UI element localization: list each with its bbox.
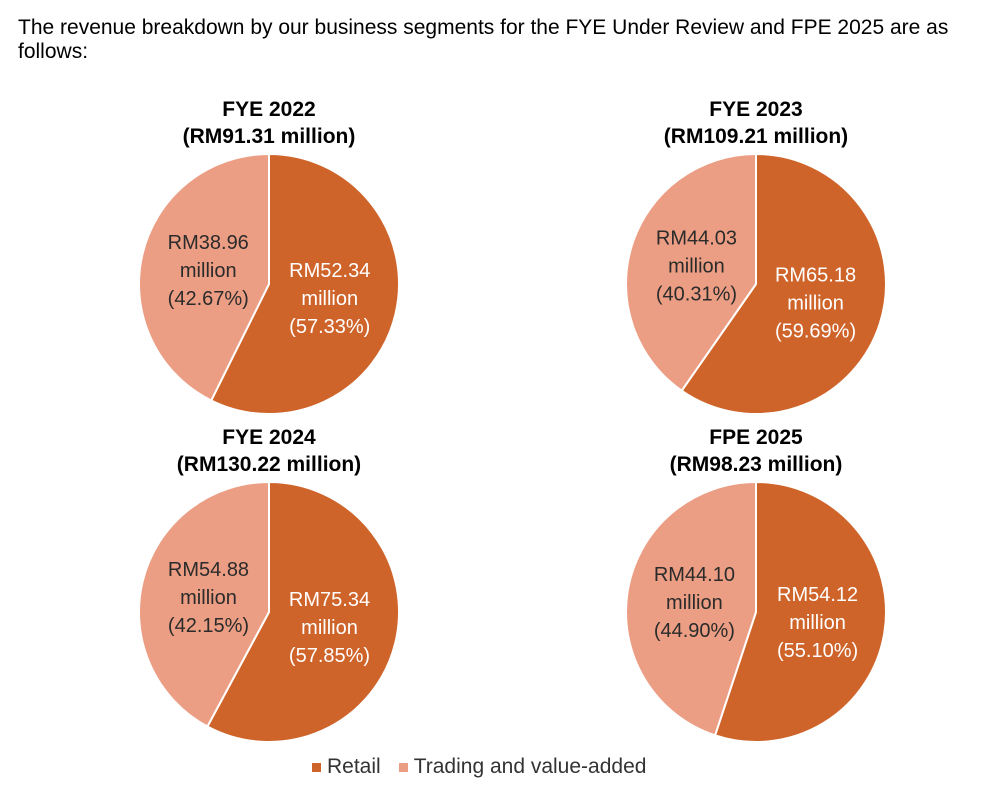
pie-slice-trading [625,482,757,737]
chart-title: FYE 2022 (RM91.31 million) [69,96,469,150]
pie-plot: RM75.34 million (57.85%) RM54.88 million (42.… [138,482,400,743]
slice-label-trading: RM38.96 million (42.67%) [168,232,249,310]
chart-title-period: FPE 2025 [709,426,803,449]
pie-slice-retail [206,482,400,743]
intro-text: The revenue breakdown by our business se… [18,16,949,63]
legend-label-trading: Trading and value-added [413,755,647,778]
chart-title-total: (RM130.22 million) [176,453,362,476]
slice-label-trading: RM44.10 million (44.90%) [654,564,735,642]
chart-title-total: (RM109.21 million) [663,125,849,148]
legend-item-trading: Trading and value-added [398,755,647,779]
pie-slice-retail [713,482,887,743]
legend-item-retail: Retail [312,755,381,779]
pie-slice-trading [138,482,270,728]
pie-chart-fye-2022: FYE 2022 (RM91.31 million) RM52.34 millio… [69,96,469,416]
pie-slice-trading [625,154,757,393]
slice-label-retail: RM52.34 million (57.33%) [289,260,370,338]
chart-title-period: FYE 2023 [709,98,803,121]
chart-title-period: FYE 2024 [222,426,316,449]
slice-label-trading: RM54.88 million (42.15%) [168,559,249,637]
legend-swatch-retail [312,762,321,772]
pie-plot: RM65.18 million (59.69%) RM44.03 million (40.… [625,154,887,415]
pie-plot: RM52.34 million (57.33%) RM38.96 million (42.… [138,154,400,415]
legend-swatch-trading [398,762,408,772]
pie-slice-trading [138,154,270,402]
slice-label-retail: RM65.18 million (59.69%) [775,265,856,343]
pie-slice-retail [680,154,887,415]
chart-legend: Retail Trading and value-added [312,752,664,782]
pie-chart-fye-2024: FYE 2024 (RM130.22 million) RM75.34 milli… [69,424,469,744]
pie-chart-fye-2023: FYE 2023 (RM109.21 million) RM65.18 milli… [556,96,956,416]
pie-chart-fpe-2025: FPE 2025 (RM98.23 million) RM54.12 millio… [556,424,956,744]
pie-slice-retail [209,154,400,415]
legend-label-retail: Retail [327,755,381,778]
chart-title: FYE 2024 (RM130.22 million) [69,424,469,478]
slice-label-retail: RM75.34 million (57.85%) [289,589,370,667]
chart-title-total: (RM91.31 million) [182,125,356,148]
chart-title: FYE 2023 (RM109.21 million) [556,96,956,150]
pie-plot: RM54.12 million (55.10%) RM44.10 million (44.… [625,482,887,743]
slice-label-trading: RM44.03 million (40.31%) [656,227,737,305]
chart-title-period: FYE 2022 [222,98,316,121]
chart-title-total: (RM98.23 million) [669,453,843,476]
chart-title: FPE 2025 (RM98.23 million) [556,424,956,478]
slice-label-retail: RM54.12 million (55.10%) [777,584,858,662]
